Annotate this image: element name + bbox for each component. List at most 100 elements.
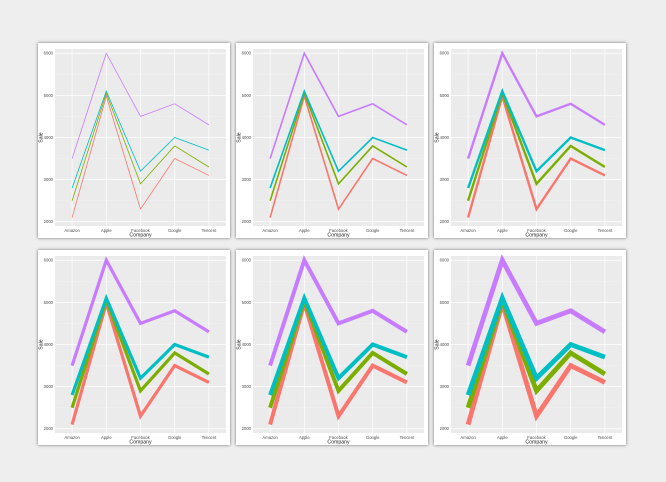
chart-panel-3: 2000 3000 4000 5000 6000 Amazon Apple Facebook G… [434,43,626,238]
x-tick-label: Tencent [400,228,416,233]
y-tick-label: 3000 [242,177,252,182]
y-tick-label: 5000 [440,93,450,98]
chart-panel-4: 2000 3000 4000 5000 6000 Amazon Apple Facebook G… [38,250,230,445]
y-tick-label: 5000 [242,300,252,305]
chart-svg: 2000 3000 4000 5000 6000 Amazon Apple Facebook G… [237,255,424,446]
chart-svg: 2000 3000 4000 5000 6000 Amazon Apple Facebook G… [39,256,226,446]
y-tick-label: 2000 [242,219,252,224]
y-axis-title: Sale [435,339,441,349]
y-tick-label: 5000 [440,300,450,305]
x-tick-label: Google [168,435,182,440]
chart-svg: 2000 3000 4000 5000 6000 Amazon Apple Facebook G… [435,49,622,239]
x-tick-label: Amazon [460,435,476,440]
x-tick-label: Facebook [131,228,150,233]
series-line-1 [268,296,408,426]
series-line-2 [269,90,408,201]
x-tick-label: Facebook [329,435,348,440]
series-line-4 [465,254,607,367]
series-line-2 [70,295,210,409]
x-tick-label: Amazon [262,228,278,233]
x-tick-label: Amazon [460,228,476,233]
series-line-1 [466,91,606,218]
y-tick-label: 4000 [242,342,252,347]
x-tick-label: Apple [497,228,508,233]
chart-panel-1: 2000 3000 4000 5000 6000 Amazon Apple Facebook G… [38,43,230,238]
y-tick-label: 2000 [44,426,54,431]
x-tick-label: Amazon [262,435,278,440]
y-tick-label: 6000 [44,258,54,263]
x-axis-title: Company [525,233,548,239]
series-line-3 [466,87,606,189]
chart-panel-2: 2000 3000 4000 5000 6000 Amazon Apple Facebook G… [236,43,428,238]
x-tick-label: Google [168,228,182,233]
x-tick-label: Apple [497,435,508,440]
y-tick-label: 2000 [44,219,54,224]
y-tick-label: 4000 [440,342,450,347]
y-tick-label: 2000 [440,219,450,224]
y-tick-label: 5000 [44,93,54,98]
x-tick-label: Apple [299,435,310,440]
series-line-3 [269,88,408,189]
x-tick-label: Apple [101,228,112,233]
x-tick-label: Tencent [202,228,218,233]
chart-svg: 2000 3000 4000 5000 6000 Amazon Apple Facebook G… [39,49,226,239]
series-line-3 [71,90,210,189]
y-axis-title: Sale [39,339,45,349]
series-line-3 [465,291,606,396]
y-tick-label: 6000 [440,258,450,263]
chart-panel-6: 2000 3000 4000 5000 6000 Amazon Apple Facebook G… [434,250,626,445]
x-tick-label: Facebook [131,435,150,440]
y-tick-label: 6000 [44,51,54,56]
y-tick-label: 3000 [440,384,450,389]
y-axis-title: Sale [237,132,243,142]
y-tick-label: 3000 [242,384,252,389]
series-line-4 [269,51,408,159]
series-line-1 [70,297,210,426]
chart-svg: 2000 3000 4000 5000 6000 Amazon Apple Facebook G… [435,254,622,446]
x-axis-title: Company [327,233,350,239]
y-tick-label: 4000 [44,342,54,347]
x-tick-label: Facebook [329,228,348,233]
y-tick-label: 6000 [242,258,252,263]
x-tick-label: Tencent [202,435,218,440]
y-tick-label: 3000 [44,177,54,182]
y-tick-label: 4000 [242,135,252,140]
x-tick-label: Google [366,228,380,233]
x-tick-label: Facebook [527,435,546,440]
y-tick-label: 2000 [440,426,450,431]
y-tick-label: 5000 [44,300,54,305]
series-line-1 [71,94,210,218]
x-tick-label: Tencent [598,435,614,440]
y-tick-label: 6000 [440,51,450,56]
series-line-2 [466,89,606,202]
series-line-4 [71,52,210,159]
series-line-3 [70,293,210,396]
series-line-4 [268,255,408,367]
x-tick-label: Tencent [598,228,614,233]
y-tick-label: 4000 [440,135,450,140]
y-tick-label: 3000 [440,177,450,182]
chart-panel-5: 2000 3000 4000 5000 6000 Amazon Apple Facebook G… [236,250,428,445]
x-axis-title: Company [525,440,548,446]
x-axis-title: Company [129,233,152,239]
x-tick-label: Google [366,435,380,440]
series-line-4 [466,50,606,159]
series-line-3 [268,292,408,396]
series-line-4 [70,256,210,367]
y-axis-title: Sale [435,132,441,142]
x-tick-label: Apple [101,435,112,440]
series-line-1 [269,93,408,218]
x-axis-title: Company [129,440,152,446]
y-tick-label: 2000 [242,426,252,431]
x-tick-label: Tencent [400,435,416,440]
y-tick-label: 3000 [44,384,54,389]
x-axis-title: Company [327,440,350,446]
x-tick-label: Google [564,228,578,233]
y-tick-label: 5000 [242,93,252,98]
x-tick-label: Amazon [64,435,80,440]
series-line-2 [71,92,210,201]
x-tick-label: Amazon [64,228,80,233]
y-tick-label: 4000 [44,135,54,140]
x-tick-label: Google [564,435,578,440]
chart-svg: 2000 3000 4000 5000 6000 Amazon Apple Facebook G… [237,49,424,239]
